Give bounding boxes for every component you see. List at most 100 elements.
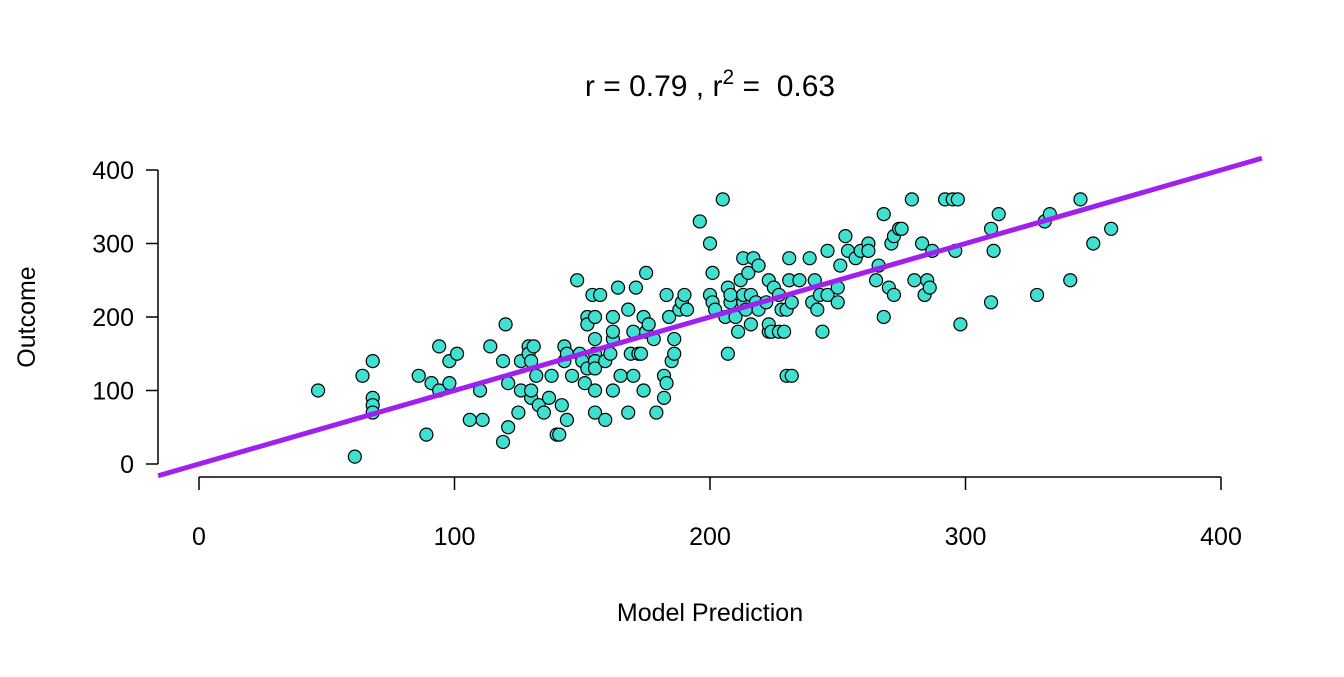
data-point xyxy=(621,405,636,420)
data-point xyxy=(511,405,526,420)
data-point xyxy=(536,405,552,420)
data-point xyxy=(1086,236,1101,251)
data-point xyxy=(656,390,672,405)
data-point xyxy=(432,339,447,354)
data-point xyxy=(1063,273,1078,288)
data-point xyxy=(702,236,718,251)
data-point xyxy=(347,449,362,464)
data-point xyxy=(501,420,516,435)
data-point xyxy=(983,295,999,310)
data-point xyxy=(483,339,498,354)
data-point xyxy=(554,398,569,413)
data-point xyxy=(587,383,603,398)
data-point xyxy=(833,258,848,273)
data-point xyxy=(541,390,557,405)
data-point xyxy=(810,302,825,317)
x-tick-label: 200 xyxy=(689,523,731,551)
data-point xyxy=(552,427,567,442)
data-point xyxy=(776,324,792,339)
data-point xyxy=(475,412,490,427)
data-point xyxy=(677,287,692,303)
data-point xyxy=(815,324,830,339)
data-point xyxy=(442,376,457,391)
data-point xyxy=(636,383,651,398)
data-point xyxy=(907,273,922,288)
data-point xyxy=(1029,287,1045,303)
data-point xyxy=(914,236,930,251)
data-point xyxy=(626,368,641,383)
data-point xyxy=(876,207,891,222)
data-point xyxy=(782,251,797,266)
data-point xyxy=(411,368,426,383)
data-point xyxy=(868,273,884,288)
data-point xyxy=(524,383,539,398)
data-point xyxy=(792,273,807,288)
data-point xyxy=(605,309,621,325)
data-point xyxy=(605,383,621,398)
data-point xyxy=(953,317,968,332)
data-point xyxy=(462,412,477,427)
data-point xyxy=(986,243,1001,258)
data-point xyxy=(559,412,575,427)
data-point xyxy=(621,302,636,317)
data-point xyxy=(838,229,853,244)
x-tick-label: 0 xyxy=(192,523,206,551)
data-point xyxy=(529,368,544,383)
data-point xyxy=(720,346,735,361)
data-point xyxy=(820,243,835,258)
y-axis-label: Outcome xyxy=(13,266,41,367)
data-point xyxy=(741,265,756,280)
data-point xyxy=(784,295,799,310)
data-point xyxy=(692,214,707,229)
y-tick-label: 100 xyxy=(92,378,134,406)
data-point xyxy=(610,280,626,295)
data-point xyxy=(886,287,902,303)
data-point xyxy=(876,309,891,325)
data-point xyxy=(605,324,621,339)
data-point xyxy=(628,280,644,295)
data-point xyxy=(904,192,919,207)
x-tick-label: 100 xyxy=(434,523,476,551)
data-point xyxy=(784,368,799,383)
data-point xyxy=(641,317,656,332)
data-point xyxy=(355,368,370,383)
data-point xyxy=(861,243,876,258)
data-point xyxy=(1104,221,1119,236)
data-point xyxy=(449,346,465,361)
x-axis-label: Model Prediction xyxy=(617,599,803,627)
data-point xyxy=(587,309,603,325)
data-point xyxy=(1073,192,1088,207)
data-point xyxy=(667,331,682,347)
data-point xyxy=(495,434,511,450)
data-point xyxy=(731,324,746,339)
data-point xyxy=(633,346,649,361)
data-point xyxy=(715,192,730,207)
data-point xyxy=(544,368,559,383)
data-point xyxy=(662,309,677,325)
data-point xyxy=(598,412,613,427)
data-point xyxy=(802,251,817,266)
data-point xyxy=(310,383,326,398)
data-point xyxy=(659,287,674,303)
data-point xyxy=(613,368,628,383)
data-point xyxy=(577,376,592,391)
data-point xyxy=(751,258,766,273)
data-point xyxy=(830,295,845,310)
data-point xyxy=(922,280,937,295)
data-point xyxy=(659,376,674,391)
data-point xyxy=(723,287,738,303)
data-point xyxy=(639,265,654,280)
data-point xyxy=(587,331,603,347)
data-point xyxy=(667,346,682,361)
y-tick-label: 400 xyxy=(92,157,134,185)
fit-line xyxy=(157,155,1263,479)
x-tick-label: 300 xyxy=(945,523,987,551)
data-point xyxy=(498,317,513,332)
data-point xyxy=(564,368,580,383)
data-point xyxy=(991,207,1006,222)
data-point xyxy=(587,405,603,420)
x-tick-label: 400 xyxy=(1200,523,1242,551)
data-point xyxy=(570,273,585,288)
data-point xyxy=(587,361,603,376)
